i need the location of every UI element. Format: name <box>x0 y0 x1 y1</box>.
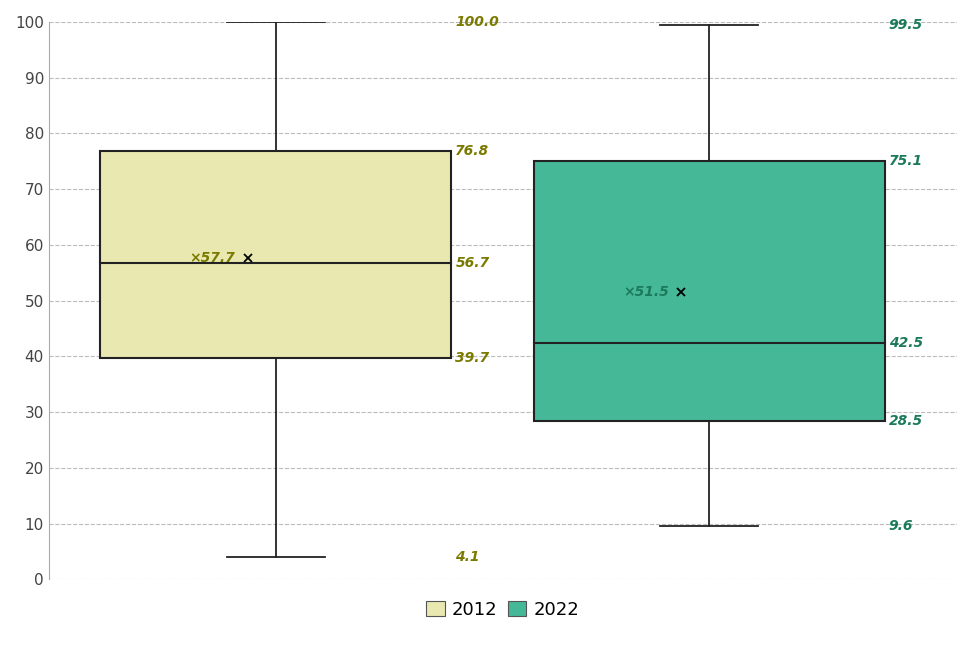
Text: 99.5: 99.5 <box>888 18 923 32</box>
Bar <box>100 151 451 358</box>
Text: 4.1: 4.1 <box>456 550 480 564</box>
Text: 75.1: 75.1 <box>888 154 923 168</box>
Text: 100.0: 100.0 <box>456 15 500 29</box>
Text: 76.8: 76.8 <box>456 145 490 158</box>
Text: ×57.7: ×57.7 <box>190 251 235 265</box>
Legend: 2012, 2022: 2012, 2022 <box>419 594 586 626</box>
Text: 28.5: 28.5 <box>888 414 923 428</box>
Bar <box>534 161 885 420</box>
Text: 39.7: 39.7 <box>456 351 490 365</box>
Text: 42.5: 42.5 <box>888 335 923 349</box>
Text: 56.7: 56.7 <box>456 257 490 271</box>
Text: 9.6: 9.6 <box>888 519 914 533</box>
Text: ×51.5: ×51.5 <box>623 285 669 300</box>
